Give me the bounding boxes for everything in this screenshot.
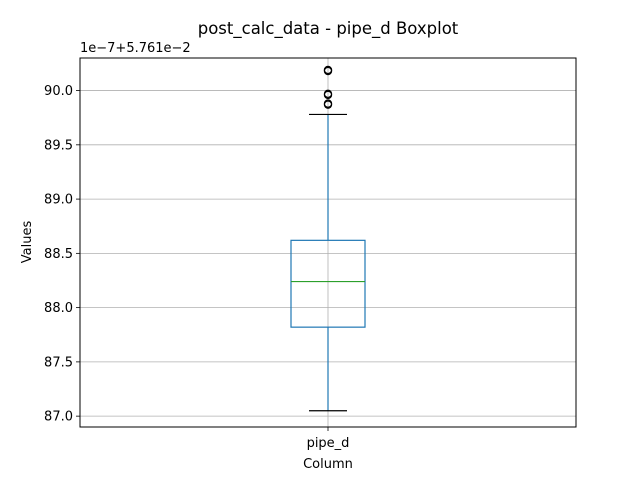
outlier-point [323,65,333,75]
outlier-point [323,99,333,108]
y-axis-ticks: 87.0 87.5 88.0 88.5 89.0 89.5 90.0 [44,84,80,425]
y-tick-label: 88.5 [44,247,73,262]
y-tick-label: 87.0 [44,410,73,425]
y-axis-label: Values [20,221,35,264]
outlier-point [323,89,333,99]
y-tick-label: 89.0 [44,193,73,208]
chart-title: post_calc_data - pipe_d Boxplot [198,19,459,39]
y-tick-label: 88.0 [44,301,73,316]
x-tick-label: pipe_d [307,436,350,451]
x-axis-label: Column [303,457,353,472]
y-tick-label: 90.0 [44,84,73,99]
y-tick-label: 89.5 [44,138,73,153]
x-axis-ticks: pipe_d [307,427,350,451]
iqr-box [290,239,366,328]
box-layer [290,65,366,412]
y-tick-label: 87.5 [44,355,73,370]
y-axis-offset-label: 1e−7+5.761e−2 [80,41,191,56]
